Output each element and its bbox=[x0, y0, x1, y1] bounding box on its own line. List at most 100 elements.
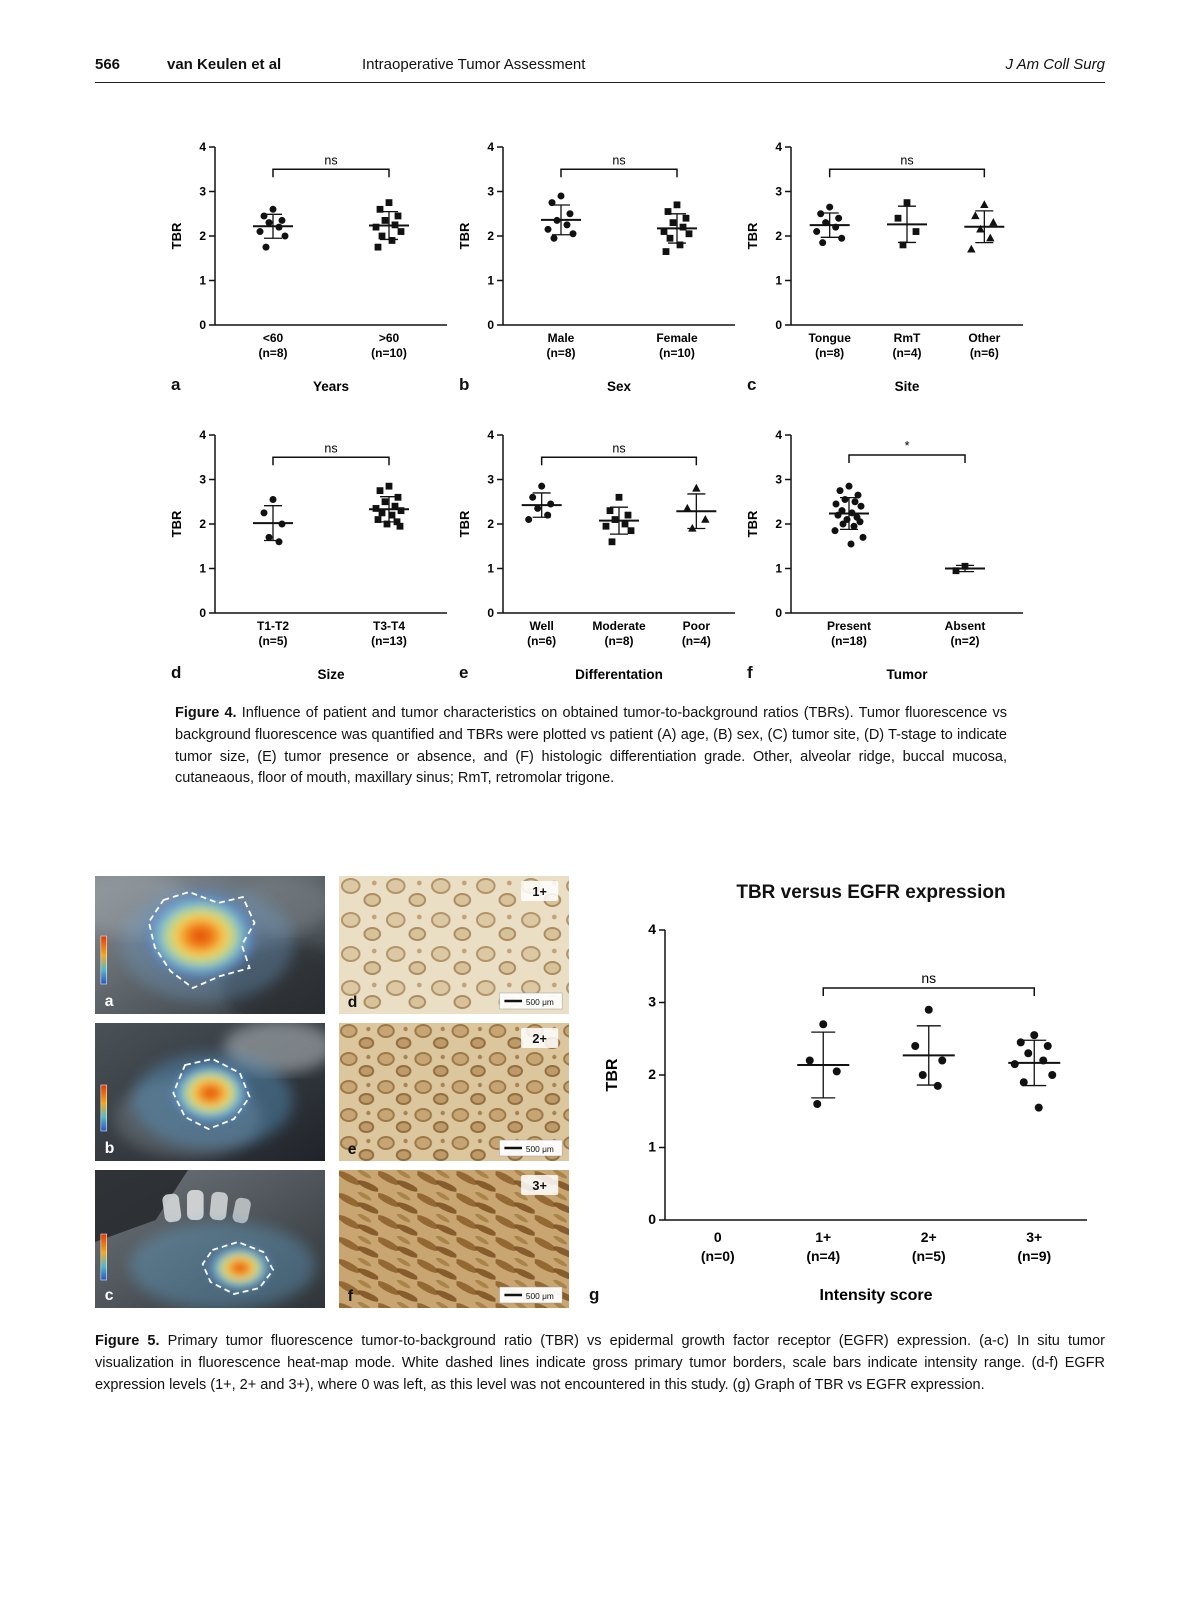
data-point bbox=[683, 503, 692, 512]
grade-badge-d: 1+ bbox=[532, 884, 547, 899]
chart-fig4-e: 0 1 2 3 4 TBR Well (n=6) Moderate (n=8) Poor (n=4) D… bbox=[457, 413, 743, 690]
data-point bbox=[662, 248, 670, 255]
data-point bbox=[566, 210, 574, 218]
scale-label-d: 500 μm bbox=[526, 997, 554, 1007]
data-point bbox=[278, 520, 286, 528]
data-point bbox=[848, 509, 856, 517]
data-point bbox=[378, 509, 386, 517]
data-point bbox=[980, 200, 989, 209]
tumor-border-outline-b bbox=[172, 1058, 251, 1130]
significance-label: ns bbox=[921, 970, 936, 986]
y-axis-title: TBR bbox=[604, 1058, 621, 1091]
intensity-scale-bar-c bbox=[100, 1233, 107, 1281]
scale-label-f: 500 μm bbox=[526, 1291, 554, 1301]
y-tick-label: 1 bbox=[775, 274, 782, 288]
significance-label: ns bbox=[324, 153, 337, 167]
data-point bbox=[813, 1100, 822, 1108]
data-point bbox=[388, 237, 396, 244]
data-point bbox=[269, 205, 277, 213]
y-tick-label: 2 bbox=[775, 229, 782, 243]
scale-bar-d: 500 μm bbox=[499, 992, 563, 1010]
figure-4-panel-b: 0 1 2 3 4 TBR Male (n=8) Female (n=10) Sex ns b bbox=[457, 125, 743, 397]
data-point bbox=[1043, 1042, 1052, 1050]
intensity-scale-bar-a bbox=[100, 935, 107, 985]
data-point bbox=[841, 496, 849, 504]
y-tick-label: 1 bbox=[487, 562, 494, 576]
data-point bbox=[372, 223, 380, 231]
group-label: T3-T4 bbox=[373, 619, 405, 633]
data-point bbox=[262, 243, 270, 251]
data-point bbox=[381, 217, 389, 224]
data-point bbox=[673, 201, 681, 209]
data-point bbox=[854, 491, 862, 499]
data-point bbox=[544, 511, 552, 519]
data-point bbox=[275, 538, 283, 546]
significance-bracket bbox=[272, 168, 390, 178]
x-axis-title: Sex bbox=[607, 379, 632, 394]
y-axis-title: TBR bbox=[169, 222, 184, 249]
data-point bbox=[544, 225, 552, 233]
group-n-label: (n=8) bbox=[815, 346, 844, 360]
fluorescence-heatmap-a: a bbox=[95, 876, 325, 1014]
fig4-chart-f: 0 1 2 3 4 TBR Present(n=18) Absent(n=2) Tumor * bbox=[745, 428, 1023, 682]
grade-badge-e: 2+ bbox=[532, 1031, 547, 1046]
group-n-label: (n=2) bbox=[950, 634, 979, 648]
figure-4-caption: Figure 4. Influence of patient and tumor… bbox=[175, 703, 1007, 790]
histology-micrograph-e: 2+ 500 μm e bbox=[339, 1023, 569, 1161]
group-n-label: (n=10) bbox=[371, 346, 407, 360]
data-point bbox=[856, 518, 864, 526]
y-tick-label: 3 bbox=[487, 185, 494, 199]
data-point bbox=[952, 567, 960, 575]
data-point bbox=[281, 232, 289, 240]
data-point bbox=[831, 527, 839, 535]
group-label: RmT bbox=[894, 331, 921, 345]
data-point bbox=[843, 516, 851, 524]
group-label: <60 bbox=[263, 331, 284, 345]
significance-label: ns bbox=[324, 441, 337, 455]
y-tick-label: 0 bbox=[199, 606, 206, 620]
data-point bbox=[660, 228, 668, 235]
data-point bbox=[845, 482, 853, 490]
significance-bracket bbox=[828, 168, 986, 178]
group-label: Moderate bbox=[592, 619, 646, 633]
group-n-label: (n=4) bbox=[682, 634, 711, 648]
data-point bbox=[372, 505, 380, 512]
data-point bbox=[260, 509, 268, 517]
data-point bbox=[256, 228, 264, 236]
fluorescence-heatmap-b: b bbox=[95, 1023, 325, 1161]
data-point bbox=[834, 511, 842, 519]
significance-bracket bbox=[560, 168, 678, 178]
y-tick-label: 4 bbox=[487, 428, 494, 442]
data-point bbox=[676, 241, 684, 249]
y-axis-title: TBR bbox=[457, 510, 472, 537]
data-point bbox=[817, 210, 825, 218]
group-label: Well bbox=[529, 619, 553, 633]
running-title: Intraoperative Tumor Assessment bbox=[362, 56, 586, 73]
histology-micrograph-f: 3+ 500 μm f bbox=[339, 1170, 569, 1308]
data-point bbox=[397, 228, 405, 235]
data-point bbox=[569, 230, 577, 238]
y-tick-label: 2 bbox=[199, 229, 206, 243]
data-point bbox=[918, 1071, 927, 1079]
chart-g-title: TBR versus EGFR expression bbox=[736, 882, 1006, 903]
data-point bbox=[385, 482, 393, 490]
group-label: Other bbox=[968, 331, 1000, 345]
data-point bbox=[826, 203, 834, 211]
data-point bbox=[701, 514, 710, 523]
histology-image-d: 1+ 500 μm d bbox=[339, 876, 569, 1014]
group-n-label: (n=6) bbox=[527, 634, 556, 648]
histology-image-column: 1+ 500 μm d bbox=[339, 876, 569, 1313]
data-point bbox=[894, 214, 902, 222]
data-point bbox=[976, 224, 985, 233]
data-point bbox=[692, 483, 701, 492]
histology-letter-d: d bbox=[348, 994, 358, 1011]
data-point bbox=[838, 234, 846, 242]
tumor-border-outline-c bbox=[201, 1241, 275, 1295]
y-tick-label: 3 bbox=[775, 473, 782, 487]
data-point bbox=[805, 1056, 814, 1065]
group-label: Absent bbox=[945, 619, 986, 633]
group-n-label: (n=5) bbox=[258, 634, 287, 648]
fig4-chart-e: 0 1 2 3 4 TBR Well(n=6) Moderate(n=8) Poor(n=4) D… bbox=[457, 428, 735, 682]
photo-letter-c: c bbox=[105, 1287, 114, 1304]
